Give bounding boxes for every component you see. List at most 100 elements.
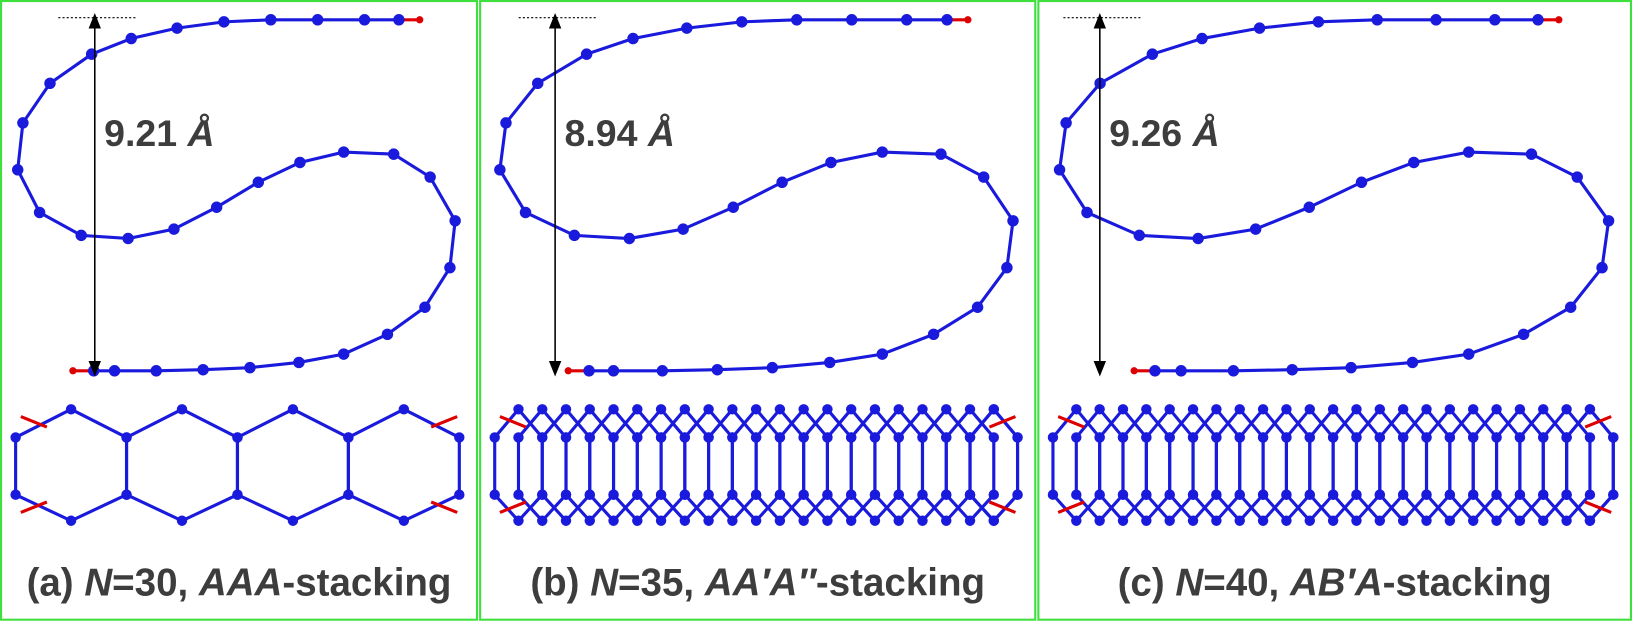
- atom: [1467, 489, 1479, 500]
- atom: [265, 14, 277, 26]
- atom: [988, 432, 999, 443]
- atom: [1538, 515, 1549, 526]
- atom: [381, 328, 394, 341]
- caption-n: N: [84, 562, 113, 605]
- atom: [1094, 432, 1105, 443]
- atom: [1584, 432, 1596, 443]
- atom: [1257, 432, 1269, 443]
- atom: [893, 432, 904, 443]
- atom: [218, 16, 230, 28]
- atom: [964, 404, 976, 415]
- atom: [1371, 14, 1383, 26]
- atom: [727, 432, 738, 443]
- atom: [608, 404, 619, 415]
- hexagon: [235, 407, 350, 523]
- atom: [252, 176, 265, 188]
- molecule-chain: [498, 18, 1015, 373]
- atom: [822, 489, 833, 500]
- atom: [977, 171, 990, 183]
- atom: [1406, 356, 1419, 369]
- atom: [1196, 32, 1208, 45]
- atom: [677, 223, 689, 235]
- atom: [703, 432, 714, 443]
- atom: [121, 489, 132, 500]
- panel-border: [1037, 0, 1633, 621]
- atom: [774, 489, 786, 500]
- atom: [1491, 489, 1502, 500]
- atom: [65, 515, 77, 526]
- atom: [1211, 515, 1222, 526]
- atom: [917, 515, 928, 526]
- atom: [393, 14, 405, 26]
- atom: [750, 489, 762, 500]
- atom: [703, 489, 714, 500]
- atom: [1164, 404, 1175, 415]
- atom: [846, 14, 858, 26]
- atom: [679, 515, 691, 526]
- atom: [513, 489, 524, 500]
- atom: [1345, 361, 1357, 374]
- end-bond: [20, 500, 48, 514]
- atom: [1467, 432, 1479, 443]
- hexagon: [346, 407, 461, 523]
- atom: [798, 432, 809, 443]
- atom: [1397, 515, 1409, 526]
- atom: [489, 432, 500, 443]
- end-bond: [1057, 415, 1085, 429]
- atom: [1303, 201, 1315, 213]
- atom: [825, 156, 837, 169]
- atom: [513, 432, 524, 443]
- atom: [845, 432, 857, 443]
- distance-unit: Å: [1192, 112, 1220, 154]
- atom: [941, 489, 952, 500]
- atom: [893, 489, 904, 500]
- atom: [1462, 146, 1475, 158]
- atom: [681, 22, 693, 34]
- panel: 9.26 Å (c) N=40, AB′A-stacking: [1037, 0, 1633, 621]
- atom: [33, 206, 46, 219]
- atom: [964, 432, 976, 443]
- atom: [1281, 489, 1292, 500]
- atom: [108, 365, 121, 377]
- atom: [168, 223, 180, 235]
- atom: [607, 365, 620, 377]
- atom: [584, 404, 595, 415]
- atom: [1253, 22, 1266, 34]
- atom: [584, 515, 595, 526]
- atom: [1564, 301, 1577, 313]
- atom: [869, 515, 881, 526]
- atom: [623, 232, 636, 245]
- atom: [1211, 404, 1222, 415]
- atom: [1444, 432, 1456, 443]
- molecule-chain: [16, 18, 457, 373]
- atom: [537, 432, 548, 443]
- atom: [1312, 16, 1325, 28]
- atom: [1397, 432, 1409, 443]
- atom: [679, 489, 691, 500]
- atom: [584, 432, 595, 443]
- atom: [1514, 432, 1526, 443]
- atom: [1053, 164, 1066, 176]
- atom: [893, 404, 904, 415]
- atom: [1060, 117, 1072, 129]
- atom: [1514, 489, 1526, 500]
- atom: [798, 404, 809, 415]
- atom: [988, 404, 999, 415]
- atom: [444, 261, 456, 274]
- atom: [935, 148, 947, 160]
- atom: [197, 364, 209, 376]
- atom: [845, 404, 857, 415]
- atom: [537, 489, 548, 500]
- atom: [655, 489, 667, 500]
- caption: (c) N=40, AB′A-stacking: [1118, 562, 1552, 605]
- atom: [244, 361, 256, 374]
- caption: (a) N=30, AAA-stacking: [27, 562, 452, 605]
- atom: [655, 432, 667, 443]
- atom: [608, 515, 619, 526]
- atom: [176, 515, 188, 526]
- atom: [1355, 176, 1368, 188]
- caption-label: (a): [27, 562, 74, 605]
- atom: [232, 489, 243, 500]
- caption-stacking: AA′A″: [704, 562, 818, 605]
- atom: [583, 365, 595, 377]
